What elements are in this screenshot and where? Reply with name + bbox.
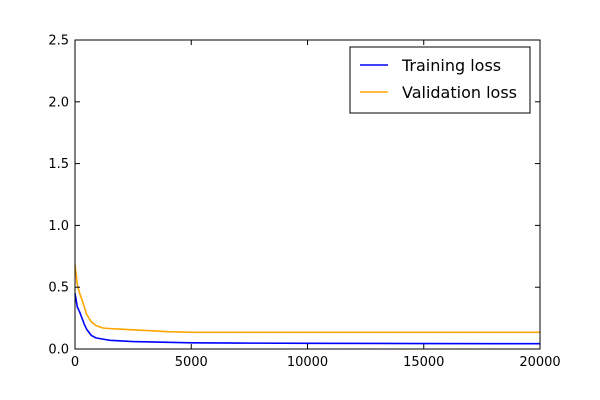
x-axis: 0 5000 10000 15000 20000 (71, 40, 561, 370)
series-line-training-loss (74, 293, 541, 345)
y-tick-label: 1.0 (48, 219, 69, 234)
y-tick-label: 0.5 (48, 281, 69, 296)
x-tick-label: 15000 (403, 355, 444, 370)
legend: Training loss Validation loss (349, 46, 531, 114)
x-tick-label: 0 (71, 355, 79, 370)
legend-label: Training loss (401, 56, 501, 75)
x-tick-label: 20000 (519, 355, 560, 370)
y-tick-label: 1.5 (48, 157, 69, 172)
y-tick-label: 2.0 (48, 95, 69, 110)
legend-label: Validation loss (402, 83, 517, 102)
x-tick-label: 10000 (287, 355, 328, 370)
x-tick-label: 5000 (175, 355, 208, 370)
y-tick-label: 0.0 (48, 343, 69, 358)
series-layer (74, 264, 541, 345)
legend-box (349, 46, 531, 114)
y-tick-label: 2.5 (48, 34, 69, 49)
series-line-validation-loss (74, 264, 540, 334)
y-axis: 0.0 0.5 1.0 1.5 2.0 2.5 (48, 34, 540, 358)
